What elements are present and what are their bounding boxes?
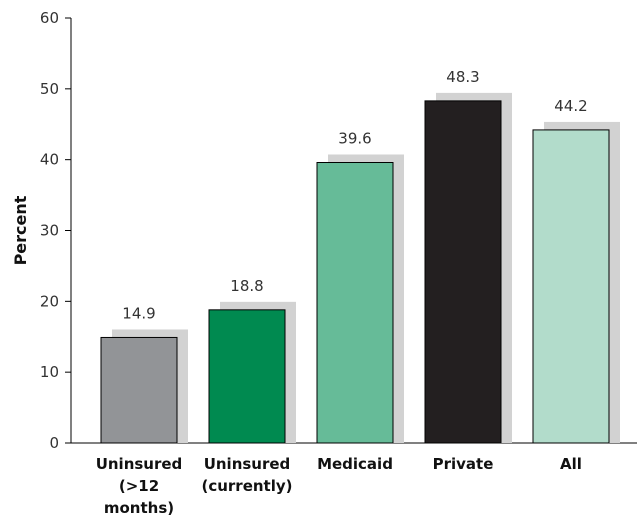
x-category-label: Medicaid [317,455,393,473]
bar-value-label: 48.3 [446,68,479,86]
y-tick-label: 40 [40,151,59,169]
y-tick-label: 50 [40,80,59,98]
y-tick-label: 20 [40,292,59,310]
bar [316,162,394,444]
y-axis-ticks: 0 10 20 30 40 50 60 [40,9,71,452]
bar-value-label: 44.2 [554,97,587,115]
bars: 14.9 18.8 39.6 48.3 44.2 [100,68,620,444]
x-category-label: Uninsured (currently) [201,455,292,495]
y-tick-label: 30 [40,222,59,240]
bar-value-label: 14.9 [122,304,155,322]
y-axis-title: Percent [11,195,30,265]
x-category-label: Uninsured (>12 months) [96,455,183,517]
bar-value-label: 39.6 [338,130,371,148]
category-labels: Uninsured (>12 months) Uninsured (currently)… [96,455,582,517]
bar [100,336,178,444]
y-tick-label: 0 [49,434,59,452]
bar-value-label: 18.8 [230,277,263,295]
x-category-label: All [560,455,582,473]
y-tick-label: 60 [40,9,59,27]
y-tick-label: 10 [40,363,59,381]
bar [208,309,286,444]
x-category-label: Private [433,455,494,473]
bar [424,100,502,444]
bar [532,129,610,444]
